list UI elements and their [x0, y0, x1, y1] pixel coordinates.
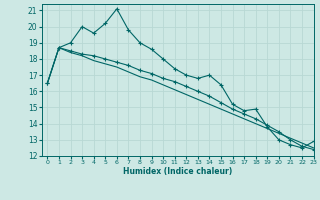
X-axis label: Humidex (Indice chaleur): Humidex (Indice chaleur) [123, 167, 232, 176]
